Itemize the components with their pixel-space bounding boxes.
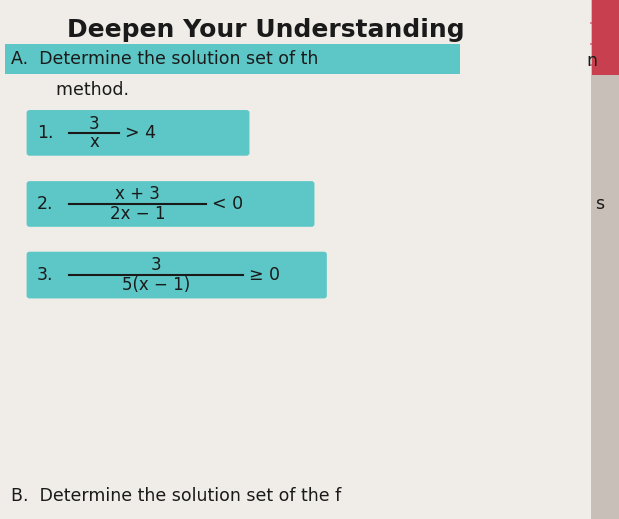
Bar [592, 0, 619, 75]
Text: n: n [587, 52, 598, 70]
Bar [5, 44, 460, 74]
Text: 5(x − 1): 5(x − 1) [122, 277, 190, 294]
FancyBboxPatch shape [0, 0, 591, 519]
Text: 2.: 2. [37, 195, 54, 213]
Text: ≥ 0: ≥ 0 [249, 266, 280, 284]
Text: x: x [89, 133, 99, 151]
Text: s: s [595, 195, 605, 213]
FancyBboxPatch shape [27, 252, 327, 298]
Text: 3: 3 [150, 256, 162, 274]
Text: x + 3: x + 3 [115, 185, 160, 203]
Text: 1.: 1. [37, 124, 54, 142]
Text: Deepen Your Understanding: Deepen Your Understanding [67, 18, 465, 42]
Text: < 0: < 0 [212, 195, 243, 213]
Text: 2x − 1: 2x − 1 [110, 205, 165, 223]
Text: B.  Determine the solution set of the f: B. Determine the solution set of the f [11, 487, 342, 504]
Text: A.  Determine the solution set of th: A. Determine the solution set of th [11, 50, 319, 67]
FancyBboxPatch shape [27, 181, 314, 227]
Text: 3.: 3. [37, 266, 54, 284]
Text: method.: method. [34, 81, 129, 99]
Text: 3: 3 [89, 115, 100, 132]
FancyBboxPatch shape [27, 110, 249, 156]
Text: > 4: > 4 [125, 124, 156, 142]
